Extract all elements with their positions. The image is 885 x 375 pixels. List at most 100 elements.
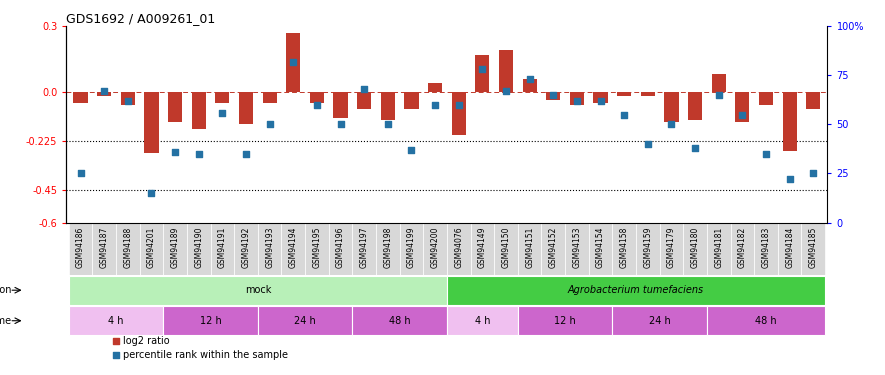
Point bbox=[499, 88, 513, 94]
Point bbox=[475, 66, 489, 72]
Bar bbox=[281, 223, 305, 275]
Point bbox=[712, 92, 726, 98]
Bar bbox=[471, 223, 494, 275]
Text: 24 h: 24 h bbox=[649, 316, 671, 326]
Bar bbox=[352, 306, 447, 335]
Bar bbox=[659, 223, 683, 275]
Bar bbox=[400, 223, 423, 275]
Point bbox=[665, 122, 679, 128]
Bar bbox=[778, 223, 802, 275]
Bar bbox=[683, 223, 707, 275]
Bar bbox=[258, 223, 281, 275]
Bar bbox=[263, 92, 277, 103]
Point bbox=[334, 122, 348, 128]
Point bbox=[570, 98, 584, 104]
Bar bbox=[310, 92, 324, 103]
Bar bbox=[423, 223, 447, 275]
Point bbox=[168, 149, 182, 155]
Bar bbox=[735, 92, 750, 122]
Bar bbox=[192, 92, 206, 129]
Bar bbox=[518, 306, 612, 335]
Text: GSM94195: GSM94195 bbox=[312, 227, 321, 268]
Text: GSM94188: GSM94188 bbox=[123, 227, 133, 268]
Bar bbox=[239, 92, 253, 124]
Point bbox=[617, 112, 631, 118]
Point bbox=[215, 110, 229, 116]
Text: 12 h: 12 h bbox=[554, 316, 576, 326]
Point bbox=[735, 112, 750, 118]
Bar bbox=[447, 276, 825, 305]
Text: mock: mock bbox=[244, 285, 271, 295]
Bar bbox=[97, 92, 112, 96]
Bar bbox=[328, 223, 352, 275]
Text: GSM94201: GSM94201 bbox=[147, 227, 156, 268]
Text: GSM94194: GSM94194 bbox=[289, 227, 297, 268]
Bar bbox=[404, 92, 419, 109]
Bar bbox=[305, 223, 328, 275]
Bar bbox=[712, 74, 726, 92]
Bar bbox=[589, 223, 612, 275]
Text: infection: infection bbox=[0, 285, 12, 295]
Bar bbox=[546, 92, 560, 100]
Bar bbox=[334, 92, 348, 118]
Bar bbox=[641, 92, 655, 96]
Bar bbox=[69, 276, 447, 305]
Point bbox=[358, 86, 372, 92]
Point bbox=[263, 122, 277, 128]
Bar bbox=[69, 306, 164, 335]
Text: GSM94200: GSM94200 bbox=[431, 227, 440, 268]
Bar bbox=[665, 92, 679, 122]
Point bbox=[759, 151, 773, 157]
Text: GSM94198: GSM94198 bbox=[383, 227, 392, 268]
Text: GSM94150: GSM94150 bbox=[502, 227, 511, 268]
Point bbox=[310, 102, 324, 108]
Bar bbox=[144, 92, 158, 153]
Point bbox=[144, 190, 158, 196]
Bar bbox=[802, 223, 825, 275]
Bar bbox=[707, 223, 730, 275]
Bar bbox=[566, 223, 589, 275]
Bar bbox=[594, 92, 608, 103]
Bar bbox=[286, 33, 300, 92]
Text: GSM94179: GSM94179 bbox=[667, 227, 676, 268]
Bar bbox=[447, 306, 518, 335]
Bar bbox=[140, 223, 164, 275]
Bar bbox=[164, 223, 187, 275]
Bar bbox=[570, 92, 584, 105]
Text: time: time bbox=[0, 316, 12, 326]
Bar bbox=[116, 223, 140, 275]
Text: GSM94181: GSM94181 bbox=[714, 227, 723, 268]
Bar bbox=[235, 223, 258, 275]
Text: GSM94187: GSM94187 bbox=[100, 227, 109, 268]
Bar bbox=[428, 83, 442, 92]
Text: GSM94191: GSM94191 bbox=[218, 227, 227, 268]
Text: GSM94154: GSM94154 bbox=[596, 227, 605, 268]
Bar bbox=[612, 223, 636, 275]
Bar bbox=[447, 223, 471, 275]
Text: 4 h: 4 h bbox=[474, 316, 490, 326]
Point bbox=[522, 76, 536, 82]
Point bbox=[97, 88, 112, 94]
Bar bbox=[759, 92, 773, 105]
Bar bbox=[120, 92, 135, 105]
Point bbox=[73, 171, 88, 177]
Text: GSM94180: GSM94180 bbox=[690, 227, 700, 268]
Bar bbox=[168, 92, 182, 122]
Bar bbox=[542, 223, 566, 275]
Point bbox=[782, 176, 796, 182]
Point bbox=[109, 338, 123, 344]
Bar bbox=[806, 92, 820, 109]
Point bbox=[381, 122, 395, 128]
Bar bbox=[499, 50, 513, 92]
Text: GSM94196: GSM94196 bbox=[336, 227, 345, 268]
Bar bbox=[754, 223, 778, 275]
Bar bbox=[164, 306, 258, 335]
Text: GSM94182: GSM94182 bbox=[738, 227, 747, 268]
Point bbox=[109, 352, 123, 358]
Text: GDS1692 / A009261_01: GDS1692 / A009261_01 bbox=[66, 12, 216, 25]
Bar bbox=[358, 92, 372, 109]
Text: GSM94189: GSM94189 bbox=[171, 227, 180, 268]
Text: GSM94199: GSM94199 bbox=[407, 227, 416, 268]
Text: 12 h: 12 h bbox=[200, 316, 221, 326]
Bar bbox=[730, 223, 754, 275]
